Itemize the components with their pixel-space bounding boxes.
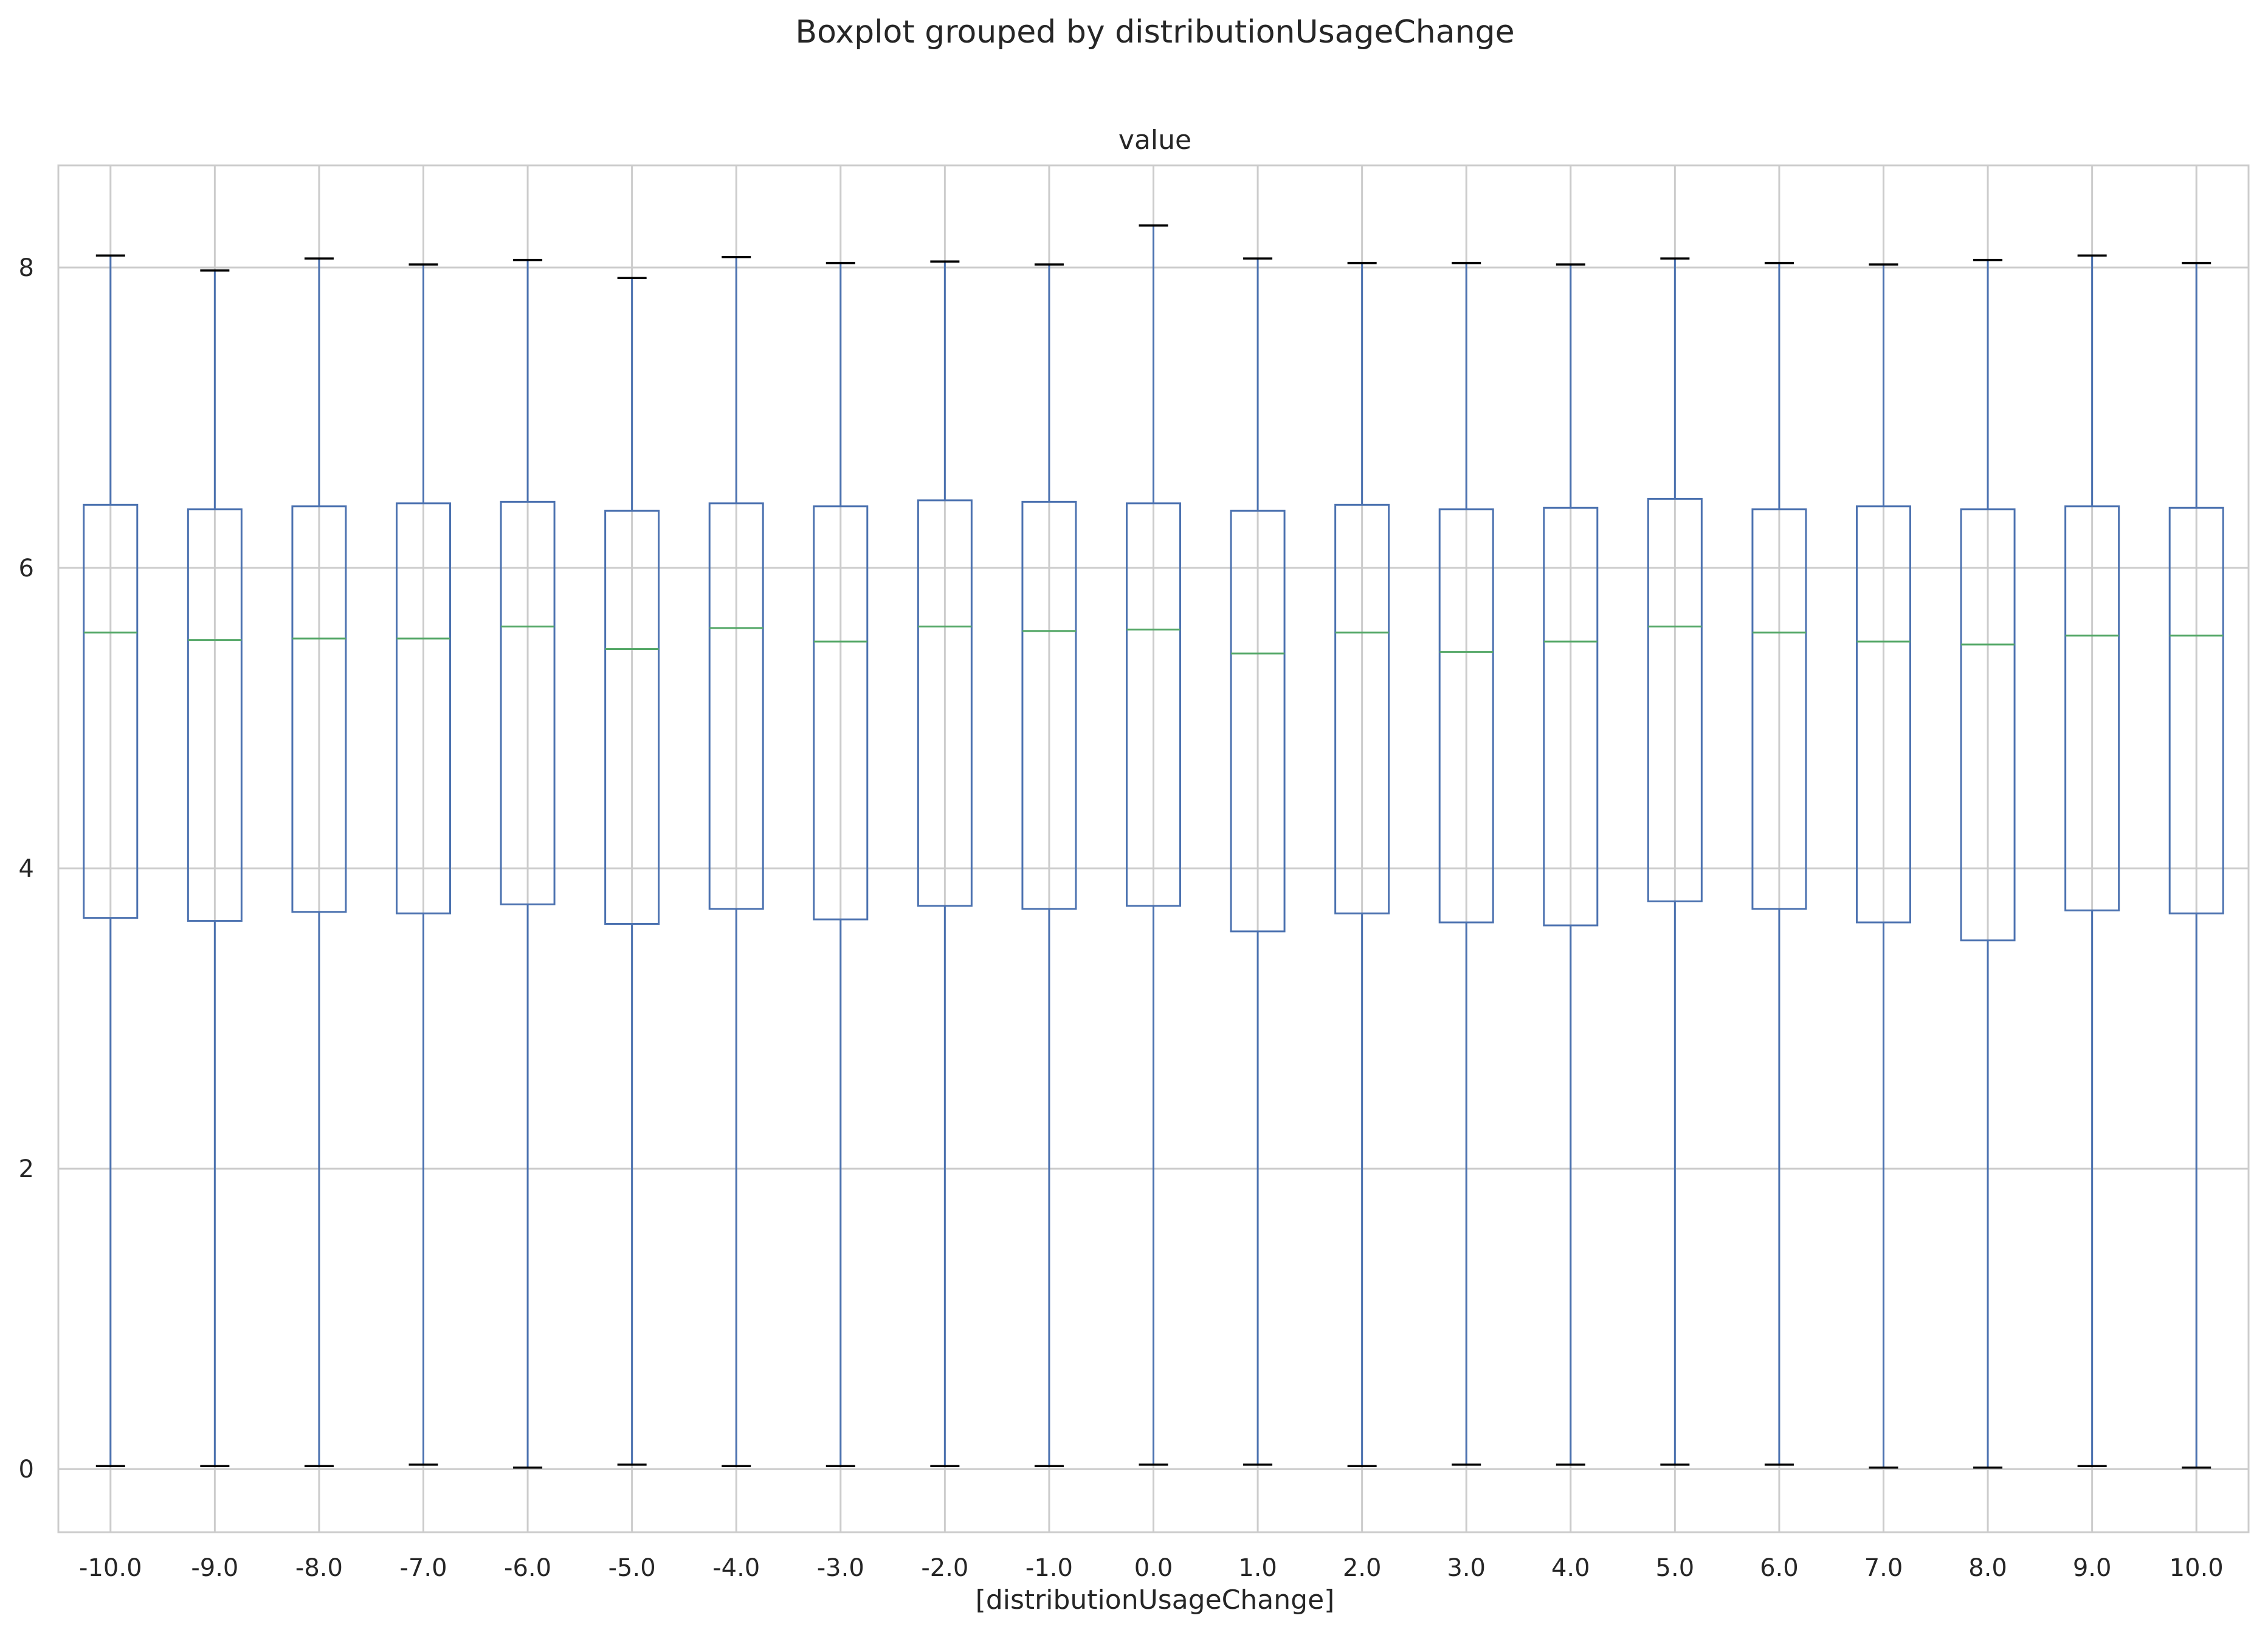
x-tick-label: 10.0 xyxy=(2170,1554,2224,1582)
x-tick-label: -3.0 xyxy=(817,1554,864,1582)
box-group xyxy=(83,254,139,1468)
iqr-box xyxy=(1021,500,1077,910)
x-tick-label: 0.0 xyxy=(1134,1554,1173,1582)
iqr-box xyxy=(708,502,764,910)
x-tick-label: -9.0 xyxy=(191,1554,238,1582)
boxes xyxy=(83,224,2224,1469)
iqr-box xyxy=(1751,508,1807,910)
box-group xyxy=(2168,261,2224,1469)
x-tick-label: -5.0 xyxy=(608,1554,656,1582)
box-group xyxy=(1438,261,1494,1466)
box-group xyxy=(396,263,451,1466)
x-tick-label: 8.0 xyxy=(1968,1554,2007,1582)
box-group xyxy=(1543,263,1599,1466)
x-tick-label: -10.0 xyxy=(79,1554,142,1582)
box-group xyxy=(1334,261,1390,1468)
x-tick-label: 4.0 xyxy=(1551,1554,1590,1582)
chart-suptitle: Boxplot grouped by distributionUsageChan… xyxy=(795,14,1514,50)
box-group xyxy=(708,255,764,1468)
x-axis-label: [distributionUsageChange] xyxy=(976,1584,1335,1616)
x-tick-label: 1.0 xyxy=(1238,1554,1277,1582)
x-tick-label: -7.0 xyxy=(399,1554,447,1582)
box-group xyxy=(500,258,556,1469)
iqr-box xyxy=(2168,506,2224,914)
iqr-box xyxy=(83,503,139,919)
iqr-box xyxy=(1856,505,1911,924)
y-tick-label: 2 xyxy=(19,1155,34,1183)
x-tick-label: 2.0 xyxy=(1343,1554,1382,1582)
iqr-box xyxy=(1334,503,1390,914)
x-tick-label: 5.0 xyxy=(1656,1554,1695,1582)
x-tick-label: -6.0 xyxy=(504,1554,551,1582)
x-tick-label: 3.0 xyxy=(1447,1554,1486,1582)
iqr-box xyxy=(1960,508,2016,942)
y-tick-label: 0 xyxy=(19,1456,34,1484)
box-group xyxy=(1021,263,1077,1468)
box-group xyxy=(187,269,243,1468)
iqr-box xyxy=(917,499,973,907)
iqr-box xyxy=(291,505,347,913)
iqr-box xyxy=(1230,510,1286,933)
x-tick-label: -8.0 xyxy=(295,1554,343,1582)
x-tick-label: -1.0 xyxy=(1025,1554,1073,1582)
x-tick-label: 7.0 xyxy=(1864,1554,1903,1582)
x-tick-label: 6.0 xyxy=(1760,1554,1799,1582)
x-tick-label: 9.0 xyxy=(2073,1554,2112,1582)
x-tick-label: -2.0 xyxy=(921,1554,968,1582)
iqr-box xyxy=(396,502,451,914)
box-group xyxy=(1647,257,1703,1466)
iqr-box xyxy=(813,505,869,921)
plot-frame xyxy=(57,164,2250,1533)
box-group xyxy=(2064,254,2120,1468)
box-group xyxy=(1751,261,1807,1466)
iqr-box xyxy=(604,510,660,925)
box-group xyxy=(1856,263,1911,1469)
box-group xyxy=(917,260,973,1468)
y-tick-label: 4 xyxy=(19,855,34,883)
box-group xyxy=(604,277,660,1466)
box-group xyxy=(1230,257,1286,1466)
box-group xyxy=(813,261,869,1468)
iqr-box xyxy=(1438,508,1494,924)
y-tick-label: 6 xyxy=(19,555,34,582)
box-group xyxy=(1960,258,2016,1469)
iqr-box xyxy=(1126,502,1181,907)
iqr-box xyxy=(500,500,556,905)
iqr-box xyxy=(1543,506,1599,927)
axes-title: value xyxy=(1118,125,1191,156)
box-group xyxy=(1126,224,1181,1466)
y-tick-label: 8 xyxy=(19,254,34,282)
iqr-box xyxy=(2064,505,2120,911)
iqr-box xyxy=(1647,497,1703,902)
x-axis-ticks: -10.0 -9.0 -8.0 -7.0 -6.0 -5.0 -4.0 -3.0 -2.0 -1.… xyxy=(79,1554,2224,1582)
iqr-box xyxy=(187,508,243,922)
x-tick-label: -4.0 xyxy=(712,1554,760,1582)
box-group xyxy=(291,257,347,1468)
y-axis-ticks: 0 2 4 6 8 xyxy=(19,254,34,1484)
